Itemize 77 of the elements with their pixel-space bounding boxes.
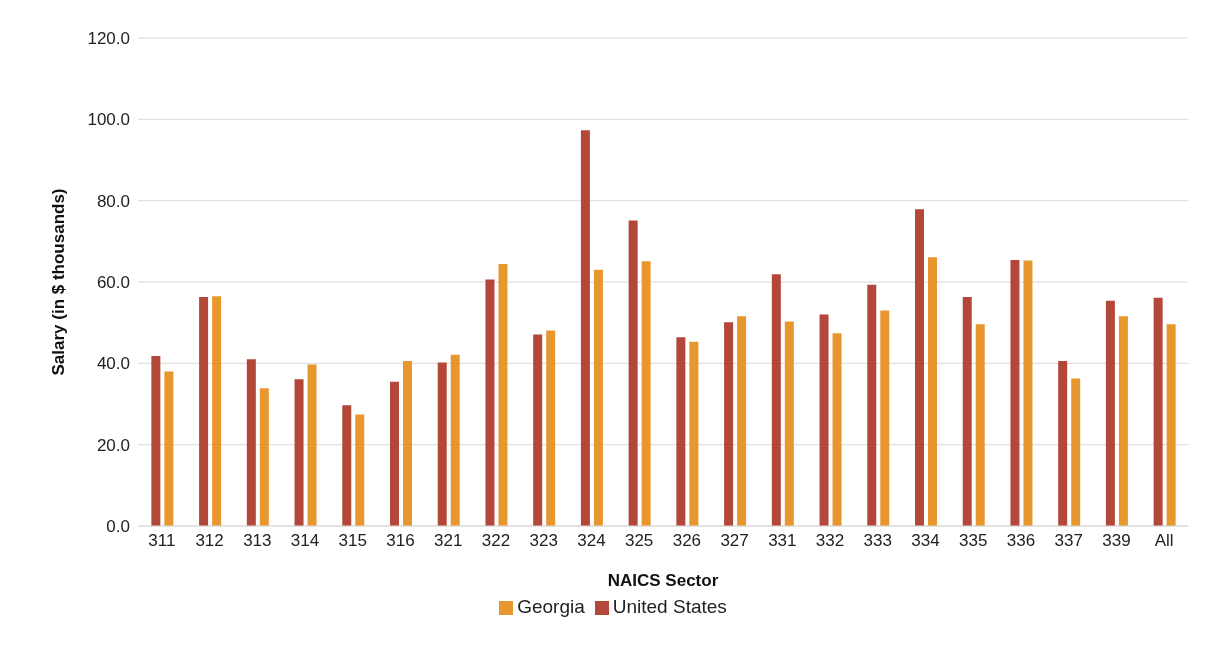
x-tick-label: 324: [577, 531, 606, 551]
bar: [164, 371, 174, 526]
bar: [151, 356, 161, 526]
x-tick-label: 313: [243, 531, 272, 551]
bar: [641, 261, 651, 526]
bar: [307, 364, 317, 526]
y-axis-title: Salary (in $ thousands): [49, 188, 69, 376]
x-tick-label: 322: [481, 531, 511, 551]
x-tick-label: 335: [959, 531, 988, 551]
bar: [403, 360, 412, 526]
y-tick-label: 20.0: [96, 435, 130, 455]
bar: [342, 405, 352, 526]
bar: [880, 310, 890, 526]
x-tick-label: 333: [863, 531, 892, 551]
x-tick-label: 311: [148, 531, 176, 551]
x-tick-label: 326: [672, 531, 702, 551]
bar: [915, 209, 924, 526]
bar: [689, 341, 699, 526]
x-tick-label: 332: [815, 531, 845, 551]
bar: [546, 330, 556, 526]
y-tick-label: 0.0: [106, 517, 130, 537]
x-tick-label: 314: [290, 531, 320, 551]
legend-label: Georgia: [517, 596, 585, 617]
bar: [1105, 300, 1115, 526]
x-tick-label: 334: [911, 531, 940, 551]
bar: [975, 324, 985, 526]
bar: [628, 220, 638, 526]
bar: [1023, 260, 1033, 526]
bar: [580, 130, 590, 526]
bar: [485, 279, 495, 526]
bar: [784, 321, 794, 526]
bar: [199, 297, 209, 526]
x-tick-label: 312: [195, 531, 224, 551]
y-tick-label: 100.0: [87, 110, 130, 130]
y-tick-label: 120.0: [87, 29, 130, 49]
legend-label: United States: [612, 596, 727, 617]
bar: [1058, 360, 1068, 526]
x-tick-label: 321: [434, 531, 463, 551]
bar: [450, 354, 460, 526]
y-tick-label: 60.0: [96, 273, 130, 293]
bar: [724, 322, 734, 526]
bar: [1153, 297, 1163, 526]
x-tick-label: 323: [529, 531, 558, 551]
bar: [294, 379, 304, 526]
x-axis-title: NAICS Sector: [607, 571, 719, 590]
bar: [737, 316, 747, 526]
bar: [593, 269, 603, 526]
y-tick-label: 80.0: [96, 191, 130, 211]
bar: [928, 257, 937, 526]
y-tick-label: 40.0: [96, 354, 130, 374]
bar: [819, 314, 829, 526]
x-tick-label: 331: [768, 531, 797, 551]
bar: [212, 296, 222, 526]
x-tick-label: All: [1154, 531, 1174, 551]
x-tick-label: 315: [338, 531, 367, 551]
x-tick-label: 327: [720, 531, 749, 551]
bar: [390, 381, 399, 526]
bar: [832, 333, 842, 526]
bar: [498, 264, 508, 526]
bar: [867, 284, 877, 526]
bar: [1010, 260, 1020, 526]
x-tick-label: 325: [624, 531, 654, 551]
x-tick-label: 339: [1102, 531, 1131, 551]
bar: [676, 337, 686, 526]
bar: [1166, 324, 1176, 526]
x-tick-label: 336: [1006, 531, 1036, 551]
bar: [533, 334, 543, 526]
bar: [1071, 378, 1081, 526]
bar: [437, 362, 447, 526]
bar: [962, 297, 972, 526]
x-tick-label: 337: [1054, 531, 1083, 551]
bar: [771, 274, 781, 526]
bar: [355, 414, 365, 526]
bar: [259, 388, 269, 526]
bar: [1118, 316, 1128, 526]
x-tick-label: 316: [386, 531, 415, 551]
bar: [246, 359, 256, 526]
